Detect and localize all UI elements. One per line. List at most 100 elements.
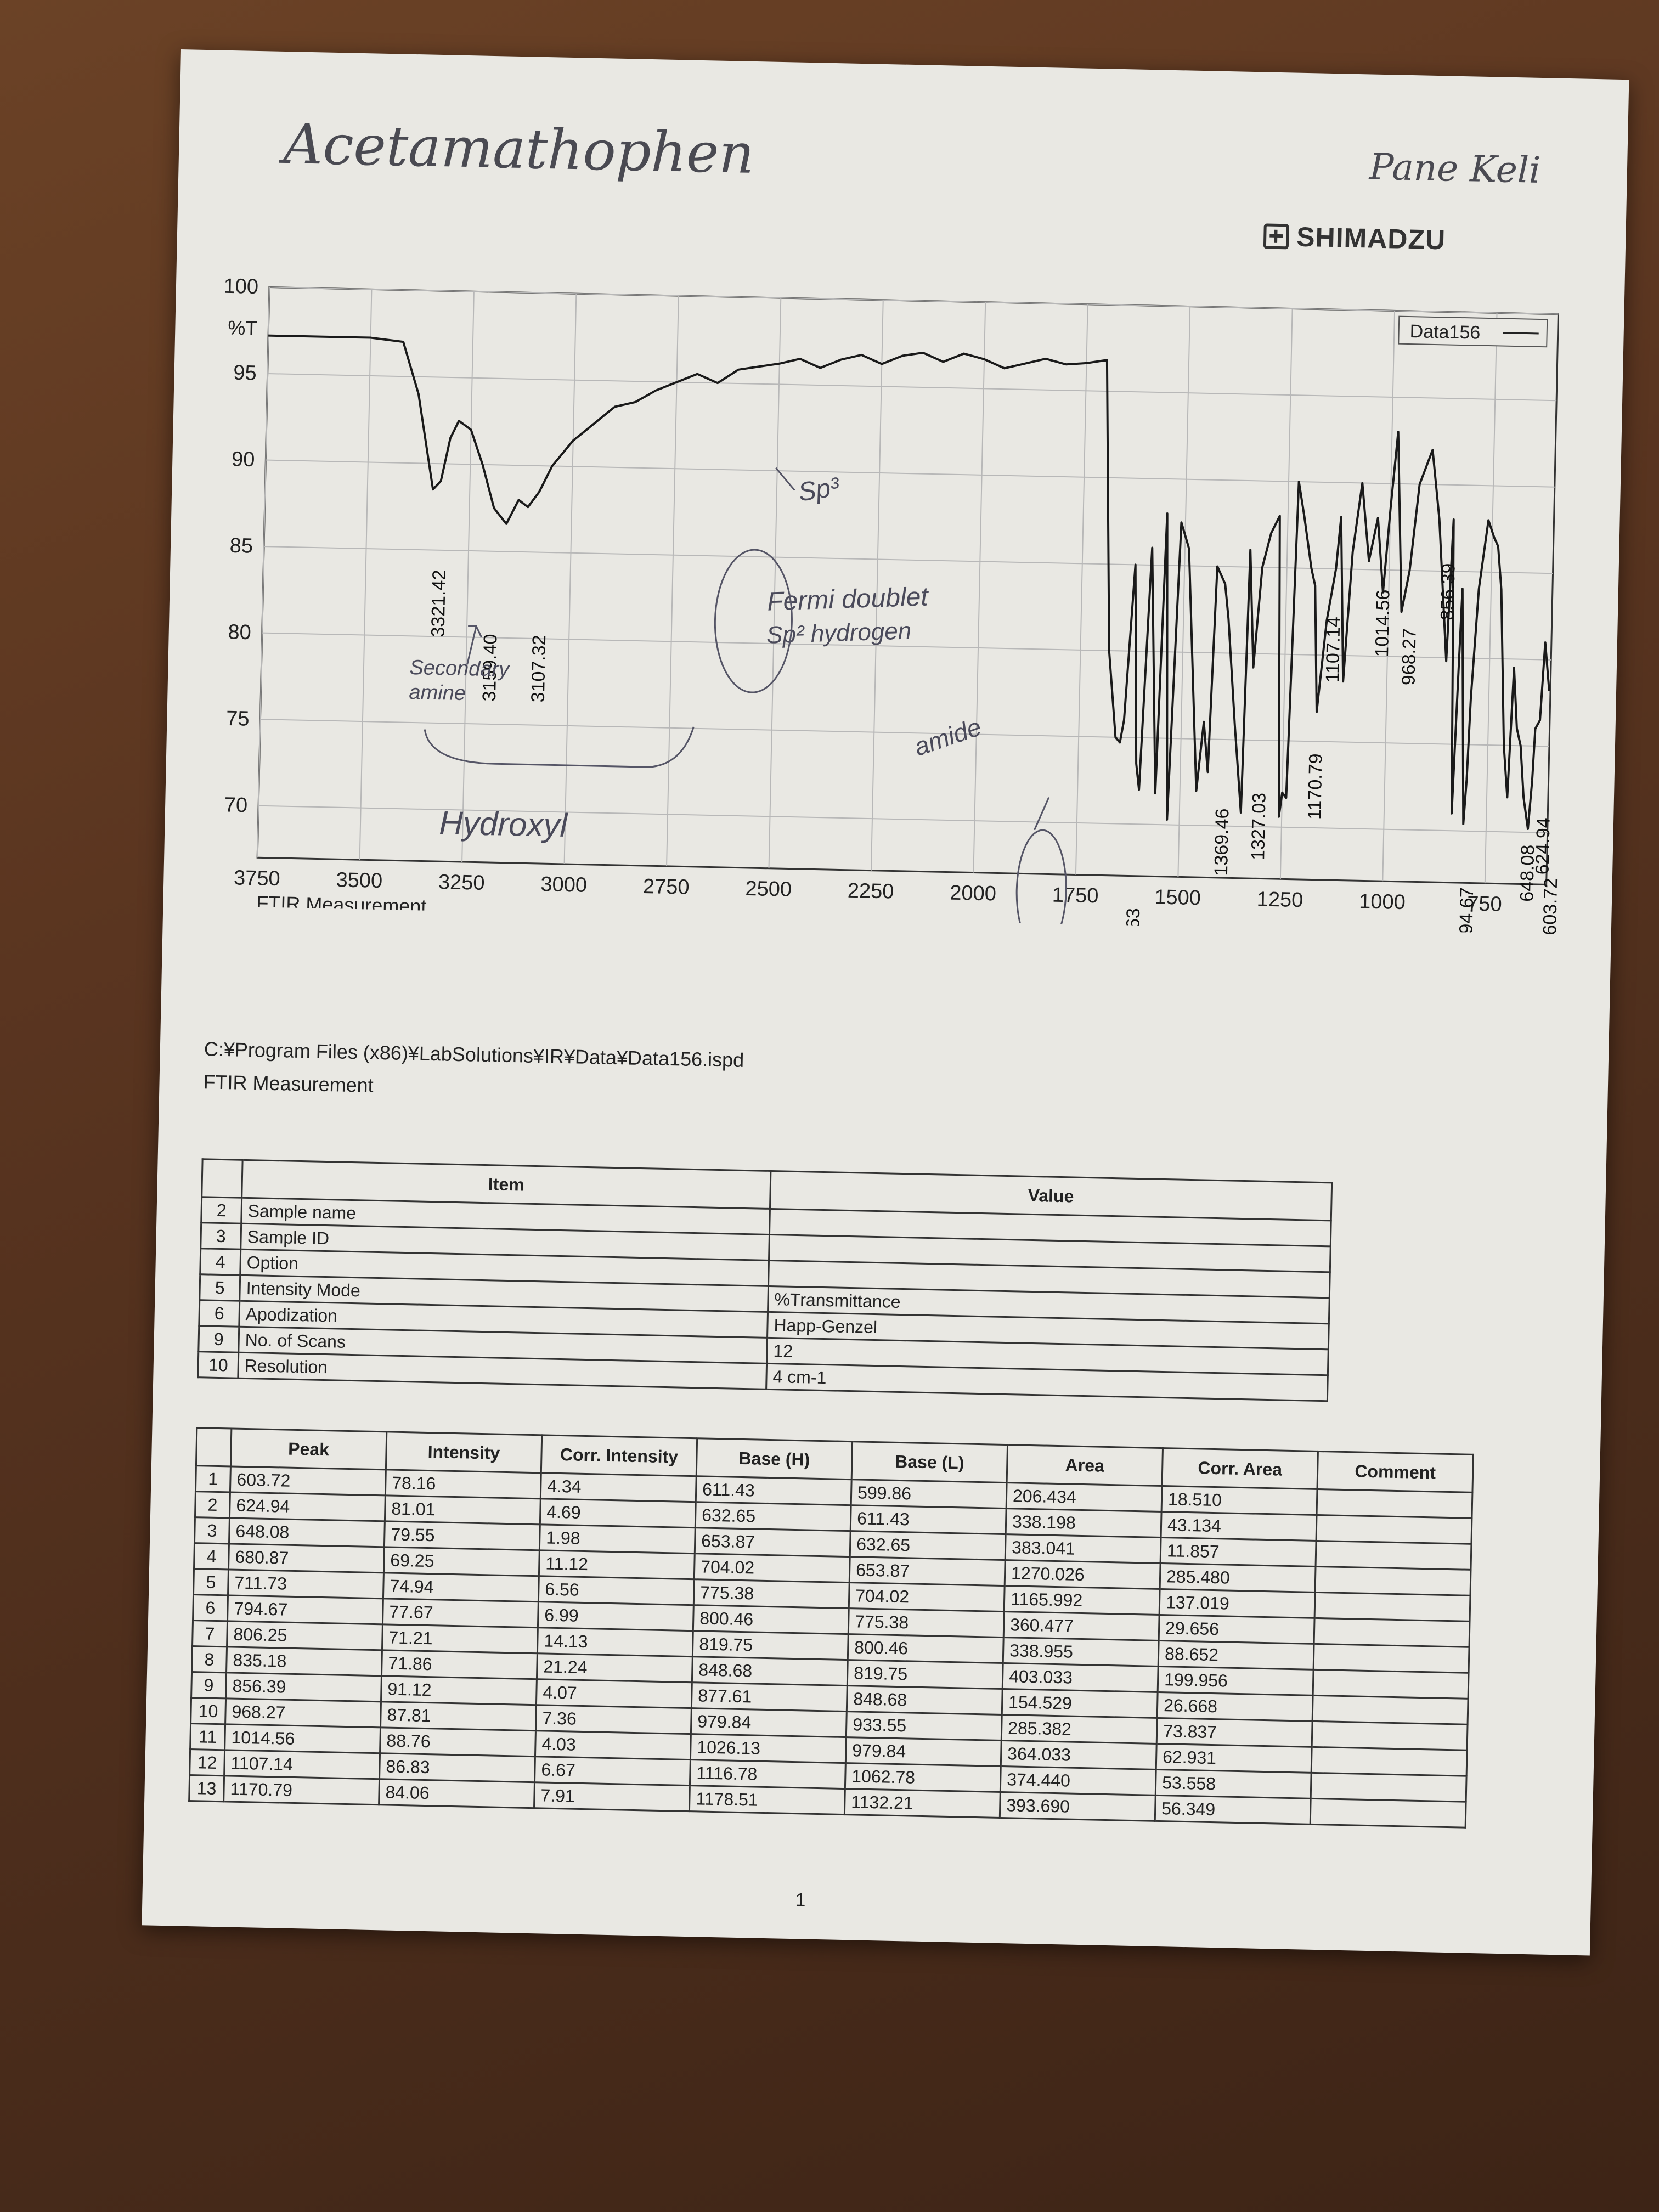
x-axis-title: FTIR Measurement bbox=[256, 891, 427, 917]
peak-label: 1170.79 bbox=[1304, 753, 1327, 820]
x-gridline bbox=[870, 300, 884, 871]
peak-cell: 611.43 bbox=[696, 1476, 852, 1505]
peak-cell: 13 bbox=[189, 1775, 224, 1802]
peak-cell: 71.86 bbox=[381, 1650, 538, 1679]
circle-3159-3107 bbox=[714, 549, 793, 693]
x-gridline bbox=[666, 296, 679, 866]
peak-cell: 7 bbox=[192, 1620, 228, 1647]
peak-cell bbox=[1316, 1541, 1471, 1570]
peak-label: 603.72 bbox=[1539, 878, 1561, 935]
peak-cell: 611.43 bbox=[850, 1505, 1007, 1534]
peak-cell bbox=[1312, 1721, 1468, 1751]
arrow-sp3 bbox=[775, 467, 795, 491]
x-gridline bbox=[461, 291, 475, 862]
peak-label: 1608.63 bbox=[1122, 908, 1144, 935]
peak-cell: 79.55 bbox=[384, 1521, 540, 1550]
x-tick-label: 1500 bbox=[1154, 886, 1201, 910]
peak-cell bbox=[1311, 1747, 1468, 1776]
peak-label: 648.08 bbox=[1516, 844, 1538, 902]
x-gridline bbox=[563, 294, 577, 864]
peak-cell: 10 bbox=[190, 1697, 226, 1724]
peak-cell: 632.65 bbox=[850, 1531, 1006, 1560]
peak-header-6: Corr. Area bbox=[1162, 1448, 1318, 1489]
peak-cell: 6.56 bbox=[538, 1576, 695, 1605]
peak-cell: 88.76 bbox=[380, 1727, 536, 1757]
peak-cell: 77.67 bbox=[382, 1598, 539, 1628]
peak-cell: 1014.56 bbox=[224, 1724, 381, 1753]
x-tick-label: 3750 bbox=[234, 866, 280, 890]
peak-cell: 624.94 bbox=[229, 1492, 386, 1521]
peak-cell: 11.857 bbox=[1160, 1537, 1317, 1567]
peak-cell bbox=[1311, 1773, 1467, 1802]
peak-cell: 5 bbox=[193, 1568, 229, 1595]
peak-cell: 599.86 bbox=[851, 1479, 1007, 1509]
info-cell-n: 5 bbox=[199, 1274, 240, 1301]
peak-cell: 137.019 bbox=[1159, 1589, 1316, 1618]
peak-cell: 648.08 bbox=[229, 1517, 385, 1547]
paper-sheet: Acetamathophen Pane Keli SHIMADZU 3750 35… bbox=[142, 49, 1629, 1956]
peak-cell: 3 bbox=[194, 1517, 230, 1544]
peak-cell: 285.480 bbox=[1160, 1563, 1316, 1593]
note-secondary: Secondary bbox=[409, 656, 511, 681]
peak-cell: 1 bbox=[195, 1465, 231, 1492]
peak-cell: 206.434 bbox=[1006, 1482, 1163, 1512]
peak-cell: 21.24 bbox=[537, 1653, 693, 1683]
peak-header-5: Area bbox=[1007, 1444, 1163, 1486]
y-tick-label: 95 bbox=[233, 362, 257, 385]
peak-cell: 88.652 bbox=[1158, 1640, 1314, 1670]
peak-cell: 360.477 bbox=[1003, 1611, 1160, 1641]
peak-cell: 338.198 bbox=[1006, 1508, 1162, 1538]
peak-cell: 704.02 bbox=[694, 1553, 850, 1583]
peak-cell: 4.69 bbox=[540, 1498, 696, 1528]
peak-cell: 364.033 bbox=[1001, 1740, 1157, 1770]
x-tick-label: 1000 bbox=[1359, 890, 1406, 914]
peak-cell bbox=[1314, 1618, 1470, 1647]
peak-cell: 1165.992 bbox=[1004, 1585, 1160, 1615]
peak-cell: 653.87 bbox=[695, 1527, 851, 1557]
peak-cell: 393.690 bbox=[1000, 1792, 1156, 1821]
peak-cell: 4 bbox=[194, 1543, 229, 1570]
peak-label: 1649.14 bbox=[1085, 934, 1108, 935]
peak-label: 1107.14 bbox=[1322, 617, 1345, 683]
y-gridline bbox=[264, 546, 1553, 574]
peak-cell: 800.46 bbox=[848, 1634, 1004, 1663]
peak-cell: 78.16 bbox=[385, 1469, 541, 1499]
peak-cell: 632.65 bbox=[695, 1502, 851, 1531]
peak-label: 856.39 bbox=[1437, 563, 1459, 620]
peak-cell: 653.87 bbox=[849, 1556, 1006, 1586]
peak-cell: 403.033 bbox=[1002, 1663, 1159, 1692]
peak-cell: 775.38 bbox=[848, 1608, 1005, 1638]
info-cell-n: 10 bbox=[198, 1351, 239, 1379]
spectrum-line bbox=[268, 334, 1550, 830]
x-tick-label: 3500 bbox=[336, 868, 382, 893]
peak-cell: 704.02 bbox=[849, 1582, 1005, 1612]
x-gridline bbox=[257, 287, 270, 858]
peak-cell: 4.03 bbox=[535, 1730, 691, 1760]
x-tick-label: 2500 bbox=[745, 877, 792, 901]
peak-cell: 1107.14 bbox=[224, 1750, 380, 1779]
note-amide: amide bbox=[911, 712, 985, 761]
peak-cell: 856.39 bbox=[225, 1672, 382, 1702]
peak-cell: 968.27 bbox=[225, 1698, 381, 1728]
peak-label: 3321.42 bbox=[427, 569, 450, 637]
peak-label: 1369.46 bbox=[1211, 808, 1233, 876]
legend-label: Data156 bbox=[1409, 321, 1480, 343]
peak-cell: 154.529 bbox=[1002, 1689, 1158, 1718]
peak-cell: 71.21 bbox=[382, 1624, 538, 1654]
peak-cell: 285.382 bbox=[1001, 1714, 1158, 1744]
y-gridline bbox=[267, 373, 1557, 402]
peak-cell bbox=[1316, 1515, 1472, 1544]
peak-cell: 680.87 bbox=[228, 1543, 385, 1573]
x-tick-label: 3250 bbox=[438, 871, 485, 895]
y-tick-label: 80 bbox=[228, 620, 251, 644]
peak-cell: 4.34 bbox=[540, 1472, 697, 1502]
y-gridline bbox=[266, 459, 1555, 488]
peak-header-0: Peak bbox=[230, 1428, 387, 1470]
peak-cell: 11.12 bbox=[539, 1550, 695, 1579]
peak-header-4: Base (L) bbox=[851, 1441, 1008, 1483]
peak-cell: 1170.79 bbox=[223, 1775, 380, 1805]
info-table: Item Value 2 Sample name 3 Sample ID 4 Option… bbox=[197, 1158, 1333, 1402]
peak-cell: 11 bbox=[190, 1723, 225, 1750]
peak-label: 794.67 bbox=[1455, 887, 1477, 935]
y-tick-label: 70 bbox=[224, 793, 247, 817]
